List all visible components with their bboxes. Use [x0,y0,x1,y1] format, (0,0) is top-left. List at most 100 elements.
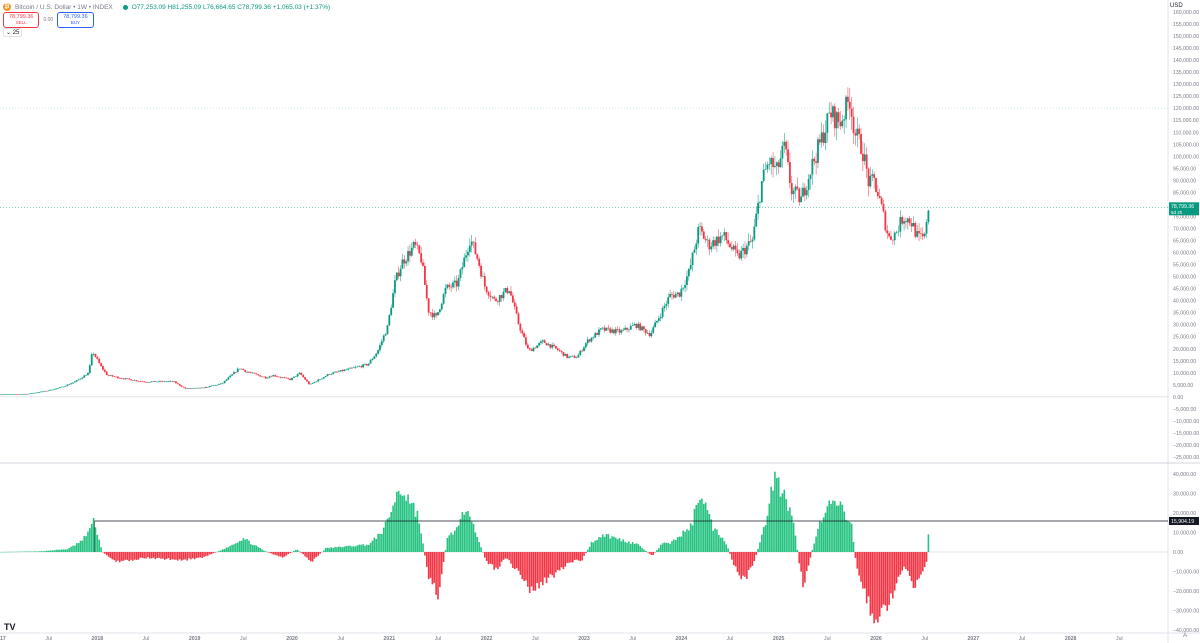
candle-body [238,368,241,370]
spread-value: 0.00 [43,17,54,23]
candle-body [541,340,544,342]
histogram-bar [830,503,832,552]
price-tick-label: 30,000.00 [1173,323,1196,329]
candle-body [818,139,821,143]
tradingview-logo[interactable]: TV [4,622,16,632]
candle-body [863,154,866,162]
candle-body [657,318,660,321]
histogram-bar [203,552,205,557]
histogram-bar [727,548,729,552]
histogram-bar [858,552,860,576]
histogram-bar [126,552,129,560]
histogram-bar [130,552,132,560]
histogram-bar [790,515,793,552]
candle-body [656,320,658,323]
histogram-bar [785,498,787,552]
candle-body [744,247,746,255]
histogram-bar [165,552,168,559]
histogram-bar [332,547,334,552]
histogram-bar [463,514,466,552]
histogram-bar [663,542,666,552]
auto-scale-button[interactable]: A [1183,633,1188,639]
sell-button[interactable]: 78,799.36 SELL [3,12,40,28]
candle-body [669,294,672,298]
histogram-bar [255,545,258,552]
candle-body [88,365,91,373]
candle-body [453,280,456,283]
histogram-bar [571,552,574,563]
indicator-toggle[interactable]: ⌄ 25 [3,28,23,37]
candle-body [277,376,280,378]
candle-body [493,296,496,299]
price-tick-label: 75,000.00 [1173,214,1196,220]
histogram-bar [596,539,598,552]
candle-body [229,375,232,378]
candle-body [146,382,149,383]
candle-body [169,381,172,382]
candle-body [629,325,632,330]
histogram-bar [616,539,619,552]
candle-body [405,261,408,264]
candle-body [178,383,181,386]
candle-body [695,243,698,250]
buy-price: 78,799.36 [63,14,88,20]
candle-body [124,378,127,380]
histogram-bar [470,521,473,552]
time-tick-label: Jul [435,636,442,642]
candle-body [279,377,282,378]
histogram-bar [676,537,679,552]
histogram-bar [158,552,160,558]
histogram-bar [184,552,187,560]
histogram-bar [390,512,393,552]
histogram-bar [382,527,385,552]
candle-body [740,250,743,259]
histogram-bar [210,552,213,555]
histogram-bar [671,541,673,552]
histogram-bar [205,552,207,557]
candle-body [584,343,587,348]
histogram-bar [905,552,907,570]
candle-body [873,174,876,178]
candle-body [272,375,275,377]
candle-body [489,295,492,298]
candle-body [734,245,737,250]
histogram-bar [796,549,799,552]
histogram-bar [560,552,563,568]
buy-button[interactable]: 78,799.36 BUY [57,12,94,28]
histogram-bar [309,552,312,562]
candle-body [925,222,928,234]
histogram-bar [497,552,499,570]
price-tick-label: 35,000.00 [1173,311,1196,317]
candle-body [605,327,608,331]
histogram-bar [433,552,436,583]
symbol-title[interactable]: Bitcoin / U.S. Dollar • 1W • INDEX [15,3,113,11]
histogram-bar [841,504,844,552]
candle-body [382,335,385,342]
histogram-bar [500,552,503,562]
candle-body [798,188,801,203]
candle-body [626,327,628,330]
histogram-bar [274,552,276,555]
price-tick-label: 145,000.00 [1173,46,1199,52]
candle-body [102,366,104,370]
currency-selector[interactable]: USD [1170,3,1183,9]
histogram-bar [394,502,396,552]
candle-body [336,371,338,373]
histogram-bar [143,552,145,559]
histogram-bar [779,496,782,552]
price-tick-label: 125,000.00 [1173,94,1199,100]
candle-body [727,240,730,244]
candle-body [654,322,657,328]
candle-body [446,284,449,288]
candle-body [180,385,183,387]
candle-body [309,383,312,385]
price-tick-label: 5,000.00 [1173,383,1193,389]
candle-body [427,298,430,313]
osc-tick-label: 20,000.00 [1173,511,1196,517]
histogram-bar [691,525,694,552]
candle-body [671,294,673,295]
histogram-bar [895,552,898,584]
histogram-bar [261,549,263,552]
histogram-bar [712,530,714,552]
